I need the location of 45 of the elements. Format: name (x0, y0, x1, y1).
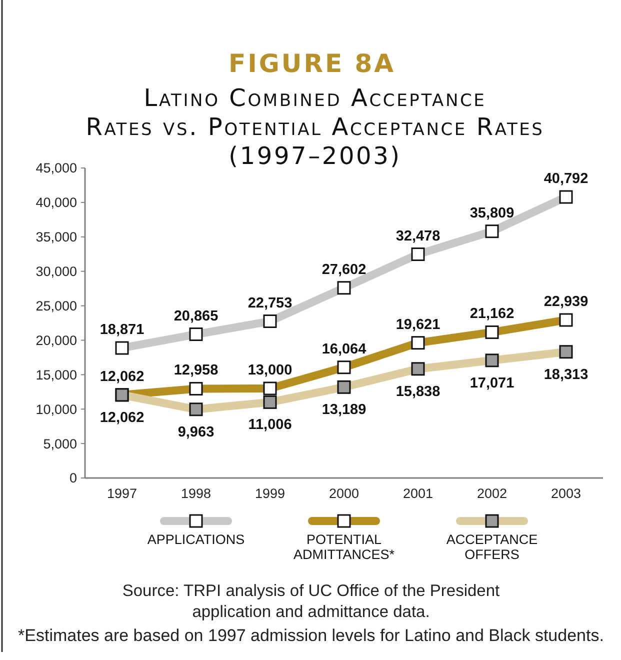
data-label: 15,838 (396, 384, 440, 400)
x-tick-label: 2003 (550, 486, 582, 501)
x-tick-label: 1998 (180, 486, 212, 501)
chart-title: FIGURE 8A (228, 49, 396, 78)
data-label: 9,963 (178, 424, 214, 440)
data-label: 18,871 (100, 322, 144, 338)
y-tick-label: 10,000 (36, 402, 77, 417)
data-label: 12,958 (174, 362, 218, 379)
data-label: 22,753 (248, 295, 292, 312)
y-tick-label: 45,000 (36, 160, 77, 176)
legend-label: POTENTIAL ADMITTANCES* (293, 532, 396, 562)
data-label: 35,809 (470, 205, 514, 222)
x-tick-label: 2000 (328, 486, 360, 501)
x-tick-label: 1997 (106, 486, 138, 501)
data-label: 16,064 (322, 341, 366, 358)
legend-label: ACCEPTANCE OFFERS (446, 532, 538, 562)
data-label: 32,478 (396, 228, 440, 244)
y-tick-label: 20,000 (36, 332, 77, 348)
x-tick-label: 2002 (476, 486, 508, 501)
data-label: 13,000 (248, 362, 292, 378)
text: *Estimates are based on 1997 admission levels for Latino and Black students. (18, 626, 604, 645)
source-note: Source: TRPI analysis of UC Office of the President application and admittance data. (122, 582, 500, 621)
data-label: 22,939 (544, 294, 588, 310)
data-label: 12,062 (100, 410, 144, 426)
data-label: 13,189 (322, 402, 366, 418)
y-tick-label: 35,000 (36, 230, 77, 245)
data-label: 21,162 (470, 306, 514, 322)
chart-subtitle: Latino Combined Acceptance Rates vs. Potential Acceptance Rates (1997–2003) (86, 84, 544, 170)
data-label: 12,062 (100, 368, 144, 385)
y-tick-label: 5,000 (43, 436, 77, 452)
x-tick-label: 2001 (402, 486, 434, 501)
data-label: 17,071 (470, 375, 514, 392)
data-label: 11,006 (248, 417, 292, 434)
data-label: 20,865 (174, 308, 218, 324)
data-label: 40,792 (544, 170, 588, 187)
y-tick-label: 0 (69, 470, 77, 486)
y-tick-label: 40,000 (36, 195, 77, 210)
y-tick-label: 25,000 (36, 298, 77, 314)
y-tick-label: 15,000 (36, 367, 77, 382)
data-label: 27,602 (322, 262, 366, 278)
data-label: 19,621 (396, 316, 440, 333)
data-label: 18,313 (544, 366, 588, 383)
x-tick-label: 1999 (254, 486, 286, 501)
legend-label: APPLICATIONS (147, 532, 245, 547)
y-tick-label: 30,000 (36, 264, 77, 280)
